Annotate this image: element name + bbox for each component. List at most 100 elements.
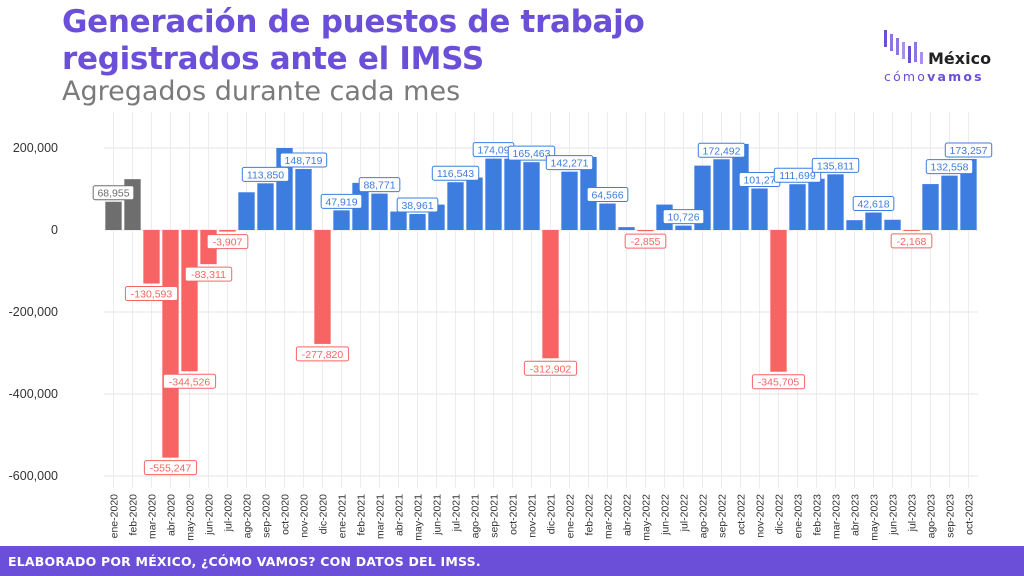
x-tick-label: ene-2020 xyxy=(109,494,121,539)
data-label-box xyxy=(944,142,993,158)
data-label-box xyxy=(751,374,806,390)
x-tick-label: feb-2023 xyxy=(812,494,824,536)
bar xyxy=(751,188,768,230)
data-label-box xyxy=(773,167,822,183)
bar xyxy=(295,169,312,230)
x-tick-label: mar-2023 xyxy=(831,494,843,539)
data-label-box xyxy=(925,159,974,175)
bar xyxy=(732,143,749,230)
x-tick-label: nov-2021 xyxy=(527,494,539,538)
data-label: -555,247 xyxy=(150,463,192,475)
bar xyxy=(846,220,863,230)
mexico-como-vamos-logo: México cómovamos xyxy=(880,26,1010,86)
bar xyxy=(903,230,920,231)
x-tick-label: abr-2020 xyxy=(166,494,178,536)
x-tick-label: jul-2022 xyxy=(679,494,691,533)
logo-text-como: cómo xyxy=(884,69,928,84)
bar xyxy=(637,230,654,232)
data-label-box xyxy=(811,157,860,173)
data-label-box xyxy=(295,346,350,362)
x-tick-label: jun-2021 xyxy=(432,494,444,536)
bar xyxy=(466,177,483,230)
data-label-box xyxy=(184,266,233,282)
bar xyxy=(770,230,787,372)
bar xyxy=(865,212,882,230)
data-label: 174,09 xyxy=(477,145,509,157)
x-tick-label: oct-2020 xyxy=(280,494,292,535)
data-label: -2,855 xyxy=(631,236,661,248)
y-tick-label: -600,000 xyxy=(9,469,58,483)
data-label: 68,955 xyxy=(97,188,129,200)
x-tick-label: jun-2020 xyxy=(204,494,216,536)
data-label: 42,618 xyxy=(857,199,889,211)
x-tick-label: ene-2023 xyxy=(793,494,805,539)
data-label-box xyxy=(143,460,198,476)
data-label: -3,907 xyxy=(213,237,243,249)
bar xyxy=(808,178,825,230)
chart-subtitle: Agregados durante cada mes xyxy=(62,76,461,107)
footer-credit: ELABORADO POR MÉXICO, ¿CÓMO VAMOS? CON D… xyxy=(8,554,481,569)
data-label: 135,811 xyxy=(817,160,854,172)
data-label: 113,850 xyxy=(247,169,284,181)
data-label: 88,771 xyxy=(363,180,395,192)
x-tick-label: jun-2022 xyxy=(660,494,672,536)
x-tick-label: jul-2020 xyxy=(223,494,235,533)
data-label: 101,27 xyxy=(743,174,775,186)
x-tick-label: dic-2020 xyxy=(318,494,330,534)
bar xyxy=(561,171,578,230)
y-tick-label: 200,000 xyxy=(13,141,58,155)
x-tick-label: may-2022 xyxy=(641,494,653,541)
x-tick-label: mar-2022 xyxy=(603,494,615,539)
x-tick-label: oct-2021 xyxy=(508,494,520,535)
chart-title: Generación de puestos de trabajo registra… xyxy=(62,4,645,78)
data-label: -312,902 xyxy=(530,363,572,375)
x-tick-label: oct-2022 xyxy=(736,494,748,535)
data-label-box xyxy=(624,233,667,249)
x-tick-label: dic-2021 xyxy=(546,494,558,534)
bar xyxy=(960,158,977,230)
bar xyxy=(181,230,198,372)
bar xyxy=(675,225,692,230)
data-label: 172,492 xyxy=(703,145,741,157)
x-tick-label: ago-2020 xyxy=(242,494,254,539)
data-label-box xyxy=(279,152,328,168)
x-tick-label: mar-2020 xyxy=(147,494,159,539)
bar xyxy=(447,182,464,230)
bar xyxy=(922,184,939,230)
bar xyxy=(219,230,236,232)
x-tick-label: sep-2023 xyxy=(945,494,957,538)
bar xyxy=(238,192,255,230)
x-tick-label: ago-2022 xyxy=(698,494,710,539)
x-tick-label: nov-2022 xyxy=(755,494,767,538)
logo-text-vamos: vamos xyxy=(927,69,984,84)
data-label-box xyxy=(92,185,135,201)
bar xyxy=(333,210,350,230)
bar xyxy=(523,162,540,230)
data-label-box xyxy=(586,187,629,203)
data-label-box xyxy=(697,142,746,158)
x-tick-label: nov-2020 xyxy=(299,494,311,538)
x-tick-label: abr-2023 xyxy=(850,494,862,536)
x-tick-label: sep-2021 xyxy=(489,494,501,538)
x-tick-label: dic-2022 xyxy=(774,494,786,534)
x-tick-label: sep-2020 xyxy=(261,494,273,538)
x-tick-label: jul-2021 xyxy=(451,494,463,533)
x-tick-label: ago-2023 xyxy=(926,494,938,539)
data-label: -130,593 xyxy=(131,289,173,301)
data-label: -277,820 xyxy=(302,349,344,361)
data-label-box xyxy=(396,197,439,213)
logo-bars-icon xyxy=(884,30,923,64)
bar-chart: 200,000 0 -200,000 -400,000 -600,000 ene-2020… xyxy=(9,112,993,541)
bar xyxy=(884,219,901,230)
bar xyxy=(162,230,179,458)
bar xyxy=(409,214,426,230)
bar xyxy=(827,174,844,230)
bar xyxy=(143,230,160,284)
bar xyxy=(371,193,388,230)
x-tick-label: sep-2022 xyxy=(717,494,729,538)
bar xyxy=(599,203,616,230)
data-label-box xyxy=(206,234,249,250)
data-label: 111,699 xyxy=(779,170,816,182)
data-label-box xyxy=(852,196,895,212)
data-label-box xyxy=(320,193,363,209)
